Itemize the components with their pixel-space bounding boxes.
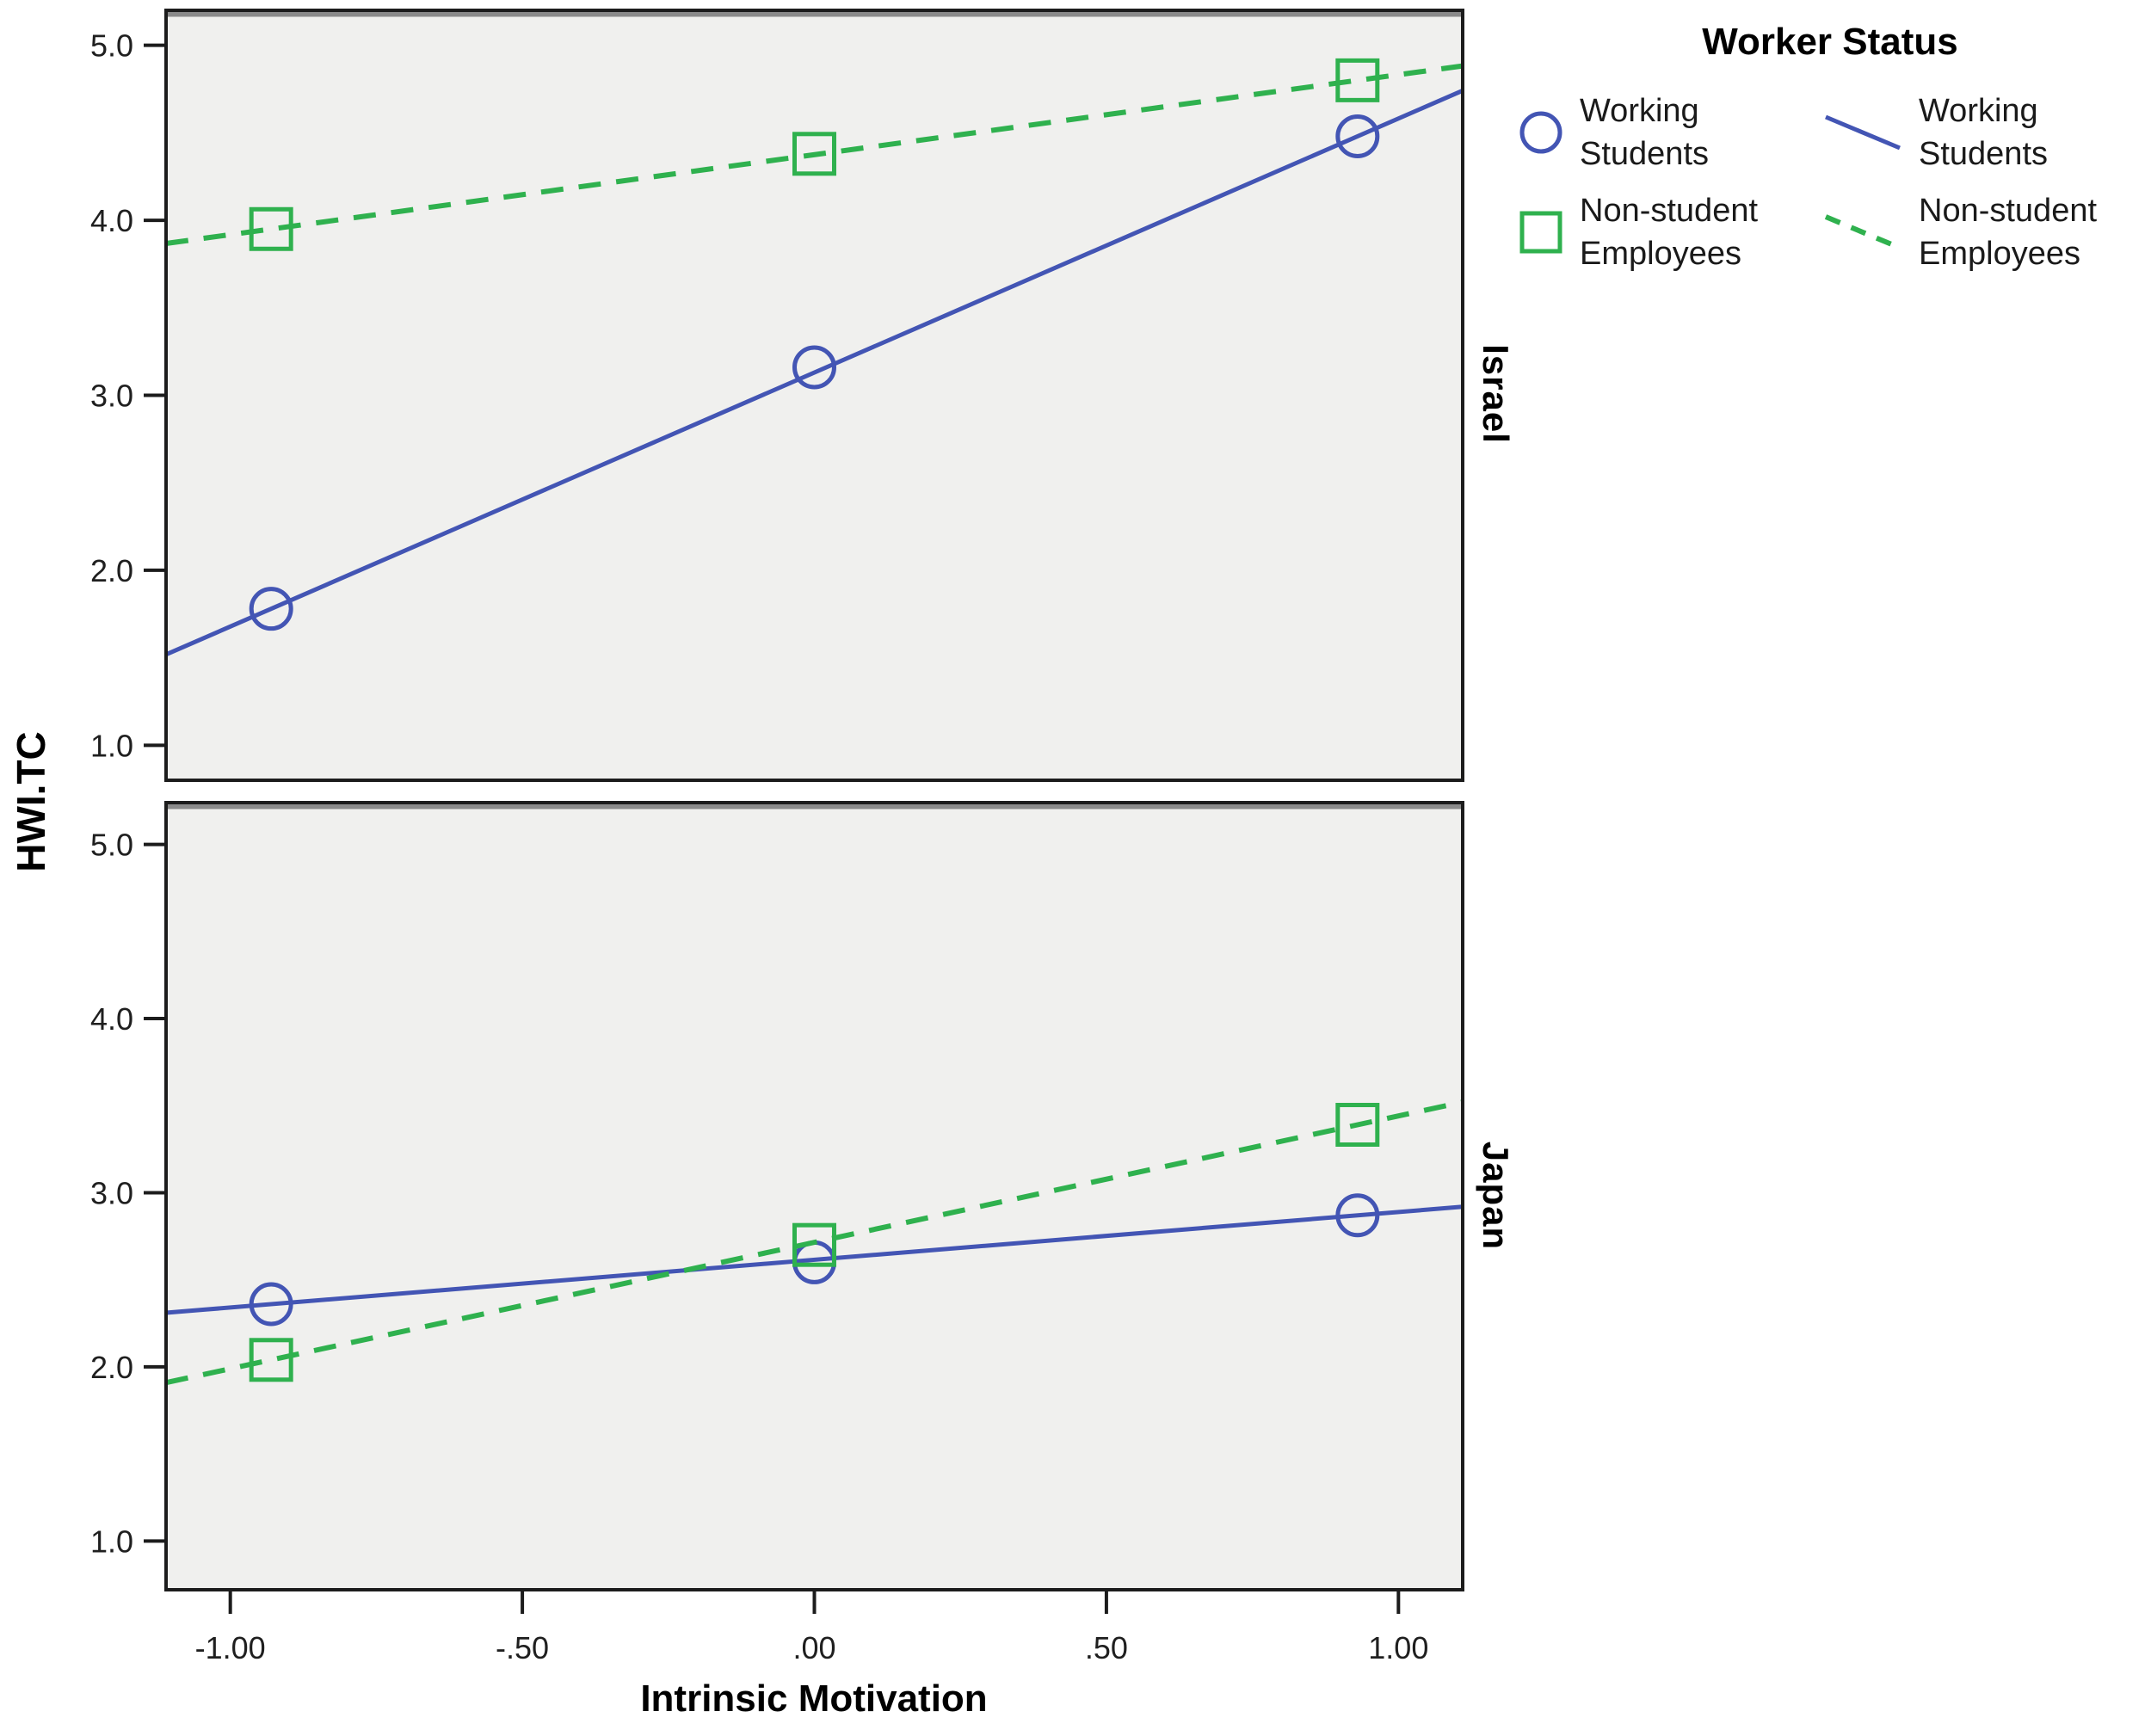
marker-square bbox=[249, 1338, 293, 1382]
marker-circle bbox=[249, 587, 293, 631]
legend-item-working-students-line: Working Students bbox=[1822, 89, 2144, 175]
y-tick-label: 4.0 bbox=[90, 203, 133, 238]
panel-background bbox=[166, 10, 1463, 780]
marker-circle bbox=[249, 1282, 293, 1327]
legend-item-label: Non-student Employees bbox=[1919, 193, 2098, 273]
panel-background bbox=[166, 803, 1463, 1590]
series-line-working-students bbox=[165, 89, 1464, 657]
marker-square bbox=[249, 206, 293, 251]
series-line-non-student-employees bbox=[165, 1099, 1464, 1386]
legend-item-label: Working Students bbox=[1919, 93, 2048, 173]
legend-item-label: Non-student Employees bbox=[1580, 193, 1759, 273]
series-line-non-student-employees bbox=[165, 63, 1464, 246]
y-axis-title: HWI.TC bbox=[9, 731, 53, 872]
marker-square bbox=[792, 1222, 836, 1267]
y-tick-label: 5.0 bbox=[90, 28, 133, 64]
square-marker-icon bbox=[1519, 211, 1562, 254]
dashed-line-sample-icon bbox=[1824, 214, 1901, 251]
solid-line-sample-icon bbox=[1825, 114, 1901, 151]
x-axis-title: Intrinsic Motivation bbox=[640, 1678, 988, 1720]
legend-item-working-students-marker: Working Students bbox=[1516, 89, 1822, 175]
marker-circle bbox=[1335, 1193, 1380, 1238]
y-tick-label: 1.0 bbox=[90, 1524, 133, 1559]
legend-marker-column: Working Students Non-student Employees bbox=[1516, 89, 1822, 276]
x-tick-label: .00 bbox=[792, 1630, 835, 1665]
x-tick-label: -.50 bbox=[496, 1630, 549, 1665]
legend-item-non-student-marker: Non-student Employees bbox=[1516, 189, 1822, 275]
y-tick-label: 1.0 bbox=[90, 728, 133, 763]
legend-columns: Working Students Non-student Employees W… bbox=[1516, 89, 2144, 276]
marker-square bbox=[1335, 58, 1380, 102]
legend-item-label: Working Students bbox=[1580, 93, 1709, 173]
legend-line-column: Working Students Non-student Employees bbox=[1822, 89, 2144, 276]
panel-israel: 5.0 4.0 3.0 2.0 1.0 bbox=[90, 9, 1464, 782]
panel-border bbox=[164, 801, 1464, 1591]
panel-label-japan: Japan bbox=[1476, 1141, 1516, 1251]
x-tick-label: .50 bbox=[1085, 1630, 1128, 1665]
circle-marker-icon bbox=[1519, 111, 1562, 154]
y-tick-label: 4.0 bbox=[90, 1001, 133, 1037]
x-tick-label: -1.00 bbox=[195, 1630, 266, 1665]
series-line-working-students bbox=[165, 1204, 1464, 1315]
y-tick-label: 3.0 bbox=[90, 379, 133, 414]
x-axis: -1.00 -.50 .00 .50 1.00 bbox=[195, 1591, 1428, 1665]
marker-square bbox=[1335, 1103, 1380, 1148]
panel-japan: 5.0 4.0 3.0 2.0 1.0 bbox=[90, 801, 1464, 1591]
y-tick-label: 2.0 bbox=[90, 1350, 133, 1385]
legend-title: Worker Status bbox=[1702, 21, 1958, 63]
marker-circle bbox=[792, 345, 836, 390]
x-tick-label: 1.00 bbox=[1368, 1630, 1428, 1665]
marker-square bbox=[792, 132, 836, 176]
legend-item-non-student-line: Non-student Employees bbox=[1822, 189, 2144, 275]
y-tick-label: 3.0 bbox=[90, 1175, 133, 1210]
panel-label-israel: Israel bbox=[1476, 344, 1516, 444]
marker-circle bbox=[1335, 114, 1380, 158]
y-tick-label: 5.0 bbox=[90, 828, 133, 863]
y-tick-label: 2.0 bbox=[90, 553, 133, 588]
legend: Worker Status Working Students Non-stude… bbox=[1516, 21, 2144, 276]
